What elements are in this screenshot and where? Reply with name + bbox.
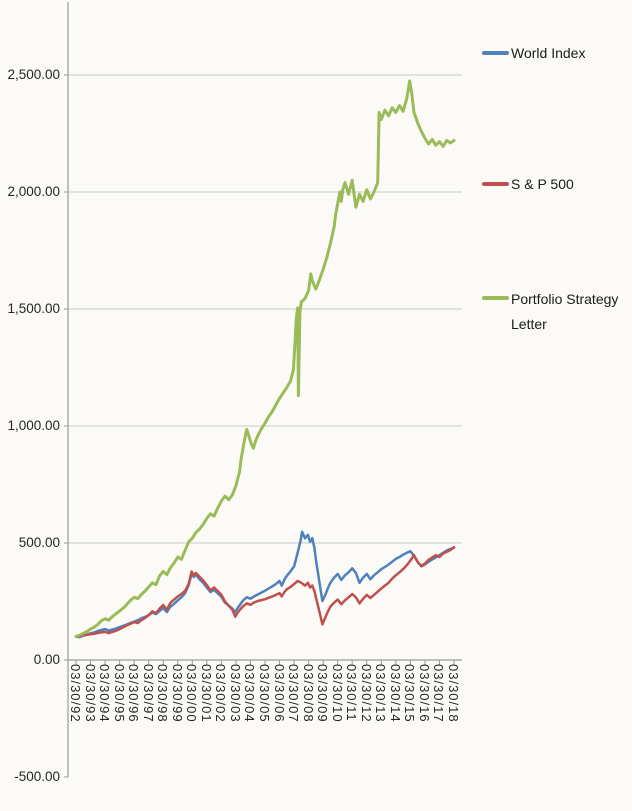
legend-label-portfolio-strategy-letter: Portfolio Strategy Letter [511, 291, 619, 332]
chart-legend: World Index S & P 500 Portfolio Strategy… [482, 0, 632, 811]
y-tick-label: -500.00 [14, 769, 60, 784]
legend-label-world-index: World Index [511, 45, 586, 61]
y-tick-label: 0.00 [33, 652, 60, 667]
y-tick-label: 500.00 [18, 535, 60, 550]
legend-swatch-sp500 [482, 182, 509, 186]
y-tick-label: 1,500.00 [7, 301, 60, 316]
y-tick-label: 2,500.00 [7, 67, 60, 82]
legend-item-portfolio-strategy-letter: Portfolio Strategy Letter [482, 290, 623, 336]
legend-item-world-index: World Index [482, 45, 585, 63]
series-line-world-index [74, 530, 456, 639]
legend-item-sp500: S & P 500 [482, 176, 574, 194]
series-line-portfolio-strategy-letter [74, 79, 456, 639]
y-tick-label: 2,000.00 [7, 184, 60, 199]
series-line-s-p-500 [74, 545, 456, 638]
legend-swatch-world-index [482, 51, 509, 55]
legend-label-sp500: S & P 500 [511, 176, 574, 192]
y-tick-label: 1,000.00 [7, 418, 60, 433]
legend-swatch-portfolio-strategy-letter [482, 296, 509, 300]
